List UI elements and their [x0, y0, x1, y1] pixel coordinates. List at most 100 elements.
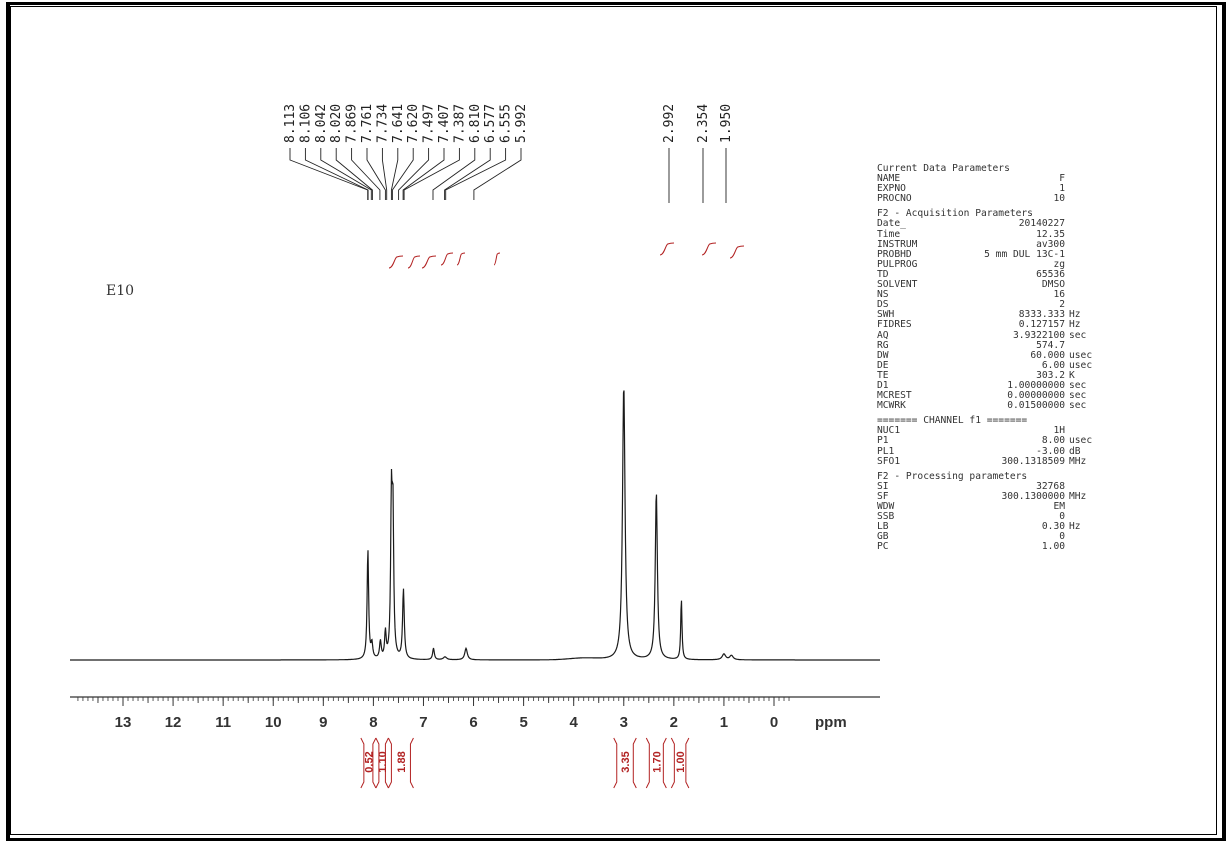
parameter-row: Date_ 20140227	[877, 219, 1099, 229]
x-tick-label: 13	[115, 714, 132, 731]
parameter-value: 0.00000000	[1007, 390, 1065, 402]
integral-bracket-right	[372, 737, 377, 789]
integral-bracket-left	[360, 737, 365, 789]
x-axis-unit-label: ppm	[815, 714, 847, 731]
parameter-value: 3.9322100	[1013, 329, 1065, 341]
integral-curve	[421, 255, 437, 269]
peak-label: 7.497	[422, 104, 437, 143]
parameter-value: 6.00	[1041, 359, 1065, 371]
parameter-row: FIDRES 0.127157 Hz	[877, 320, 1099, 330]
integral-bracket-right	[662, 737, 667, 789]
integral-value: 1.10	[377, 751, 389, 772]
parameter-name: DE	[877, 359, 889, 371]
parameter-row: GB 0	[877, 532, 1099, 542]
parameter-row: AQ 3.9322100 sec	[877, 329, 1099, 341]
parameter-value: av300	[1036, 238, 1065, 250]
parameter-group-heading: F2 - Acquisition Parameters	[877, 208, 1033, 220]
peak-leader	[403, 148, 460, 200]
parameter-row: WDW EM	[877, 501, 1099, 512]
x-tick-label: 12	[165, 714, 182, 731]
parameter-name: PL1	[877, 445, 895, 457]
acquisition-parameters-panel: Current Data Parameters NAME F EXPNO 1 PROCNO…	[877, 163, 1099, 557]
x-tick-label: 1	[720, 714, 728, 731]
parameter-name: PC	[877, 541, 889, 553]
parameter-unit	[1065, 194, 1099, 204]
peak-label: 7.734	[375, 104, 390, 143]
integral-brackets: 0.52 1.10 1.88 3.35 1.70 1.00	[360, 737, 690, 789]
peak-label-group: 8.113 8.106 8.042 8.020 7.869 7.761 7.734 7.641…	[283, 104, 734, 143]
parameter-value: -3.00	[1036, 445, 1065, 457]
parameter-row: NS 16	[877, 290, 1099, 300]
peak-leader	[390, 148, 399, 200]
parameter-unit	[1065, 240, 1099, 250]
parameter-row: PROCNO 10	[877, 194, 1099, 204]
parameter-value: 0	[1059, 531, 1065, 543]
peak-leader	[398, 148, 430, 200]
peak-leader	[366, 148, 386, 200]
peak-leader	[473, 148, 522, 200]
integral-curve	[407, 255, 421, 269]
parameter-name: TD	[877, 268, 889, 280]
parameter-row: DE 6.00 usec	[877, 359, 1099, 371]
parameter-unit: sec	[1069, 329, 1087, 341]
parameter-unit	[1065, 260, 1099, 270]
parameter-row: DS 2	[877, 300, 1099, 310]
parameter-value: 10	[1053, 193, 1065, 205]
parameter-row: SWH 8333.333 Hz	[877, 310, 1099, 320]
parameter-value: 0.01500000	[1007, 400, 1065, 412]
parameter-value: EM	[1053, 501, 1065, 512]
integral-curves	[388, 242, 745, 269]
parameter-name: EXPNO	[877, 183, 906, 195]
parameter-row: Time 12.35	[877, 229, 1099, 240]
parameter-name: MCREST	[877, 390, 912, 402]
integral-value: 1.00	[675, 751, 687, 772]
parameter-row: PROBHD 5 mm DUL 13C-1	[877, 248, 1099, 260]
parameter-unit: sec	[1069, 400, 1087, 412]
peak-leader	[335, 148, 373, 200]
peak-leader	[445, 148, 507, 200]
parameter-unit: usec	[1069, 359, 1093, 371]
peak-leader	[444, 148, 491, 200]
parameter-value: 5 mm DUL 13C-1	[984, 248, 1065, 260]
parameter-name: LB	[877, 521, 889, 533]
parameter-unit	[1065, 542, 1099, 552]
parameter-unit: Hz	[1069, 521, 1081, 533]
peak-label: 7.641	[391, 104, 406, 143]
parameter-name: PULPROG	[877, 258, 918, 270]
parameter-value: 16	[1053, 289, 1065, 301]
parameter-row: LB 0.30 Hz	[877, 522, 1099, 532]
parameter-value: 1.00000000	[1007, 379, 1065, 391]
parameter-value: 8.00	[1041, 435, 1065, 447]
parameter-row: SOLVENT DMSO	[877, 279, 1099, 291]
parameter-value: 0	[1059, 511, 1065, 523]
peak-label: 8.042	[314, 104, 329, 143]
parameter-name: DS	[877, 299, 889, 311]
parameter-name: D1	[877, 379, 889, 391]
peak-label: 6.577	[483, 104, 498, 143]
x-axis-tick-labels: 13 12 11 10 9 8 7 6 5 4 3 2 1 0	[115, 714, 779, 731]
integral-curve	[729, 245, 745, 259]
x-tick-label: 8	[369, 714, 377, 731]
integral-bracket-right	[685, 737, 690, 789]
peak-leader	[289, 148, 369, 200]
frame-border-bottom	[6, 838, 1226, 841]
peak-leader	[381, 148, 388, 200]
peak-leader	[304, 148, 369, 200]
integral-value: 1.88	[396, 751, 408, 772]
parameter-value: DMSO	[1041, 279, 1065, 291]
x-tick-label: 3	[620, 714, 628, 731]
parameter-value: 0.30	[1041, 521, 1065, 533]
parameter-name: AQ	[877, 329, 889, 341]
parameter-name: PROBHD	[877, 248, 912, 260]
peak-leader	[351, 148, 381, 200]
peak-leader	[402, 148, 445, 200]
peak-leader	[432, 148, 476, 200]
parameter-value: 1.00	[1041, 541, 1065, 553]
peak-label: 7.869	[345, 104, 360, 143]
integral-curve	[388, 255, 404, 269]
spectrum-line	[70, 390, 880, 661]
parameter-name: DW	[877, 349, 889, 361]
x-axis-major-ticks	[97, 697, 775, 706]
parameter-row: SFO1 300.1318509 MHz	[877, 456, 1099, 467]
parameter-row: MCREST 0.00000000 sec	[877, 390, 1099, 402]
